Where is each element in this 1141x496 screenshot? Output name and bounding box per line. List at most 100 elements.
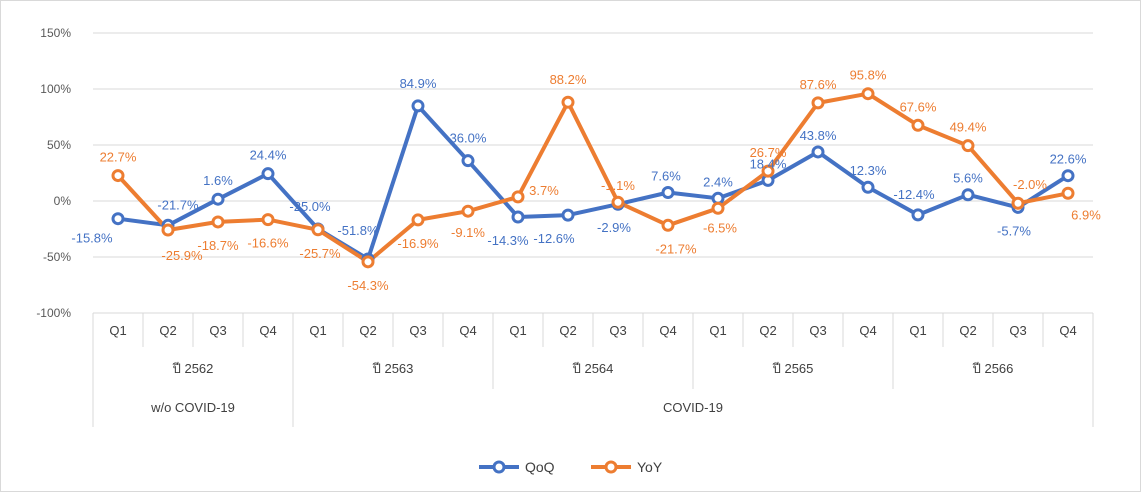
data-point-yoy — [111, 169, 125, 183]
data-label-yoy: 22.7% — [100, 150, 137, 165]
data-label-yoy: -25.9% — [161, 248, 203, 263]
series-line-qoq — [117, 103, 1070, 261]
data-label-yoy: 88.2% — [550, 72, 587, 87]
data-label-yoy: -16.6% — [247, 236, 289, 251]
x-axis-categories: Q1 Q2 Q3 Q4 Q1 Q2 Q3 Q4 Q1 Q2 Q3 Q4 Q1 Q2 Q3 Q4 Q1 Q2 Q3 Q4… — [92, 312, 1094, 427]
data-point-yoy — [511, 190, 525, 204]
data-label-qoq: -14.3% — [487, 233, 529, 248]
data-point-qoq — [661, 185, 675, 199]
data-point-yoy — [161, 223, 175, 237]
x-tick-label: Q4 — [459, 323, 476, 338]
legend-item-qoq: QoQ — [479, 459, 555, 475]
data-point-yoy — [811, 96, 825, 110]
data-label-qoq: 24.4% — [250, 148, 287, 163]
data-point-yoy — [761, 164, 775, 178]
x-tick-label: Q1 — [909, 323, 926, 338]
data-label-yoy: 3.7% — [529, 183, 559, 198]
legend-swatch-marker — [492, 460, 506, 474]
y-tick-label: 150% — [40, 26, 71, 40]
data-point-yoy — [461, 204, 475, 218]
x-tick-label: Q3 — [809, 323, 826, 338]
data-label-qoq: 36.0% — [450, 131, 487, 146]
data-label-qoq: 43.8% — [800, 128, 837, 143]
data-label-qoq: -12.6% — [533, 231, 575, 246]
data-point-qoq — [861, 180, 875, 194]
x-tick-label: Q2 — [159, 323, 176, 338]
data-point-yoy — [611, 195, 625, 209]
legend: QoQ YoY — [479, 459, 663, 475]
y-tick-label: -50% — [43, 250, 71, 264]
series-lines — [116, 91, 1070, 264]
data-point-yoy — [261, 213, 275, 227]
data-label-yoy: -18.7% — [197, 238, 239, 253]
data-point-yoy — [1061, 186, 1075, 200]
data-labels: -15.8% -21.7% 1.6% 24.4% -25.0% -51.8% 84.9% 36… — [71, 68, 1101, 293]
data-label-qoq: -21.7% — [157, 197, 199, 212]
x-tick-label: Q2 — [759, 323, 776, 338]
year-group-label: ปี 2565 — [772, 361, 814, 376]
data-point-qoq — [111, 212, 125, 226]
series-line-yoy — [116, 91, 1069, 264]
data-label-qoq: -25.0% — [289, 199, 331, 214]
x-tick-label: Q1 — [309, 323, 326, 338]
data-label-qoq: 22.6% — [1050, 152, 1087, 167]
data-point-qoq — [811, 145, 825, 159]
year-group-label: ปี 2566 — [972, 361, 1014, 376]
data-label-qoq: 5.6% — [953, 171, 983, 186]
data-point-yoy — [661, 218, 675, 232]
x-tick-label: Q2 — [359, 323, 376, 338]
data-point-qoq — [511, 210, 525, 224]
data-point-qoq — [411, 99, 425, 113]
data-point-yoy — [361, 255, 375, 269]
period-group-label: w/o COVID-19 — [150, 400, 235, 415]
x-tick-label: Q2 — [959, 323, 976, 338]
data-label-yoy: -2.0% — [1013, 177, 1047, 192]
data-point-qoq — [211, 192, 225, 206]
x-tick-label: Q4 — [259, 323, 276, 338]
y-tick-label: 0% — [54, 194, 72, 208]
data-point-yoy — [911, 118, 925, 132]
data-point-yoy — [561, 95, 575, 109]
data-point-qoq — [961, 188, 975, 202]
data-label-qoq: -51.8% — [337, 223, 379, 238]
x-tick-label: Q1 — [709, 323, 726, 338]
x-tick-label: Q1 — [509, 323, 526, 338]
period-group-label: COVID-19 — [663, 400, 723, 415]
data-label-qoq: 18.4% — [750, 156, 787, 171]
series-points — [111, 87, 1075, 269]
data-label-yoy: -54.3% — [347, 278, 389, 293]
year-group-label: ปี 2562 — [172, 361, 214, 376]
data-label-yoy: -1.1% — [601, 178, 635, 193]
legend-item-yoy: YoY — [591, 459, 663, 475]
data-point-yoy — [411, 213, 425, 227]
data-label-yoy: -21.7% — [655, 241, 697, 256]
data-label-qoq: -12.4% — [893, 187, 935, 202]
x-tick-label: Q4 — [659, 323, 676, 338]
x-tick-label: Q3 — [609, 323, 626, 338]
data-label-qoq: 84.9% — [400, 76, 437, 91]
data-point-yoy — [211, 215, 225, 229]
y-axis-ticks: -100% -50% 0% 50% 100% 150% — [36, 26, 71, 320]
data-point-yoy — [861, 87, 875, 101]
y-tick-label: 50% — [47, 138, 71, 152]
data-label-yoy: 67.6% — [900, 99, 937, 114]
data-label-yoy: 95.8% — [850, 68, 887, 83]
data-point-qoq — [561, 208, 575, 222]
legend-swatch-marker — [604, 460, 618, 474]
data-label-qoq: -5.7% — [997, 223, 1031, 238]
x-tick-label: Q3 — [1009, 323, 1026, 338]
data-label-yoy: -25.7% — [299, 246, 341, 261]
data-point-qoq — [461, 154, 475, 168]
data-label-yoy: -9.1% — [451, 225, 485, 240]
data-label-yoy: 49.4% — [950, 120, 987, 135]
data-point-qoq — [1061, 169, 1075, 183]
data-label-yoy: 6.9% — [1071, 207, 1101, 222]
x-tick-label: Q1 — [109, 323, 126, 338]
year-group-label: ปี 2564 — [572, 361, 614, 376]
data-label-yoy: -6.5% — [703, 220, 737, 235]
data-point-yoy — [311, 223, 325, 237]
data-label-qoq: -15.8% — [71, 231, 113, 246]
data-label-yoy: -16.9% — [397, 236, 439, 251]
